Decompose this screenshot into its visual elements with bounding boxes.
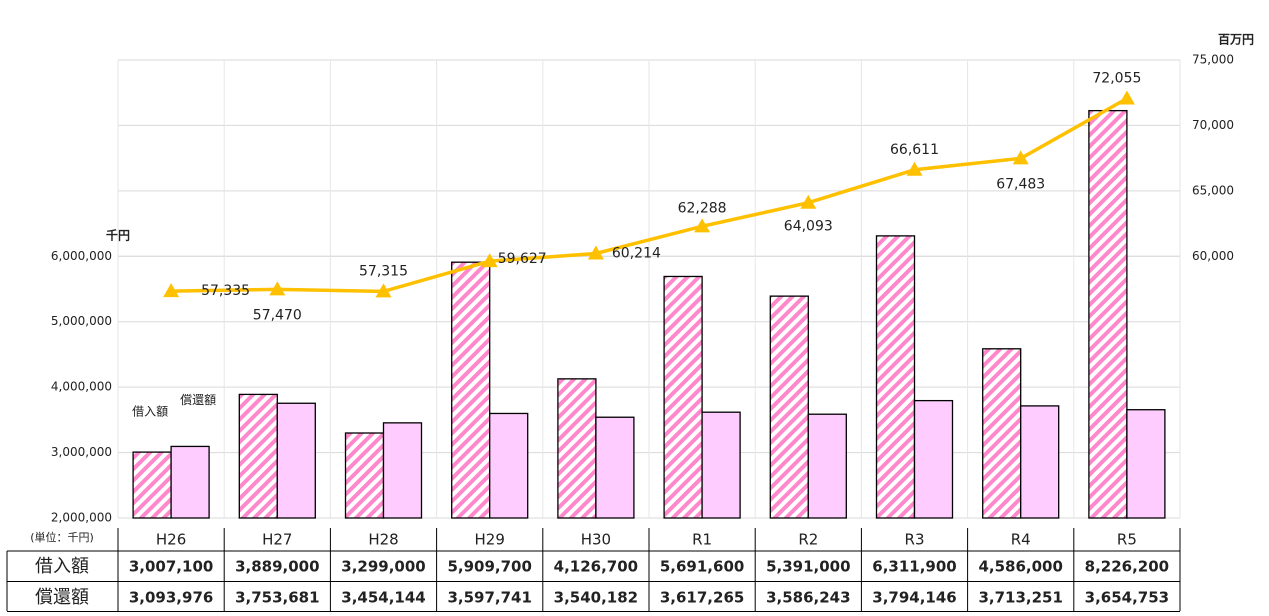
x-tick-label: H30 (581, 531, 611, 549)
bar (132, 451, 172, 519)
table-cell: 5,909,700 (447, 558, 531, 576)
x-tick-label: R2 (798, 531, 818, 549)
bar (913, 399, 954, 519)
x-tick-label: R3 (905, 531, 925, 549)
line-marker (694, 218, 711, 233)
table-cell: 3,889,000 (235, 558, 319, 576)
bar (489, 412, 529, 519)
table-cell: 3,586,243 (766, 589, 850, 607)
y2-unit: 百万円 (1218, 33, 1254, 47)
row-label: 償還額 (35, 587, 89, 608)
bar (344, 432, 385, 519)
bar (769, 295, 809, 519)
x-tick-label: H29 (475, 531, 505, 549)
table-cell: 5,391,000 (766, 558, 850, 576)
table-cell: 3,540,182 (554, 589, 638, 607)
table-cell: 8,226,200 (1085, 558, 1169, 576)
x-tick-label: R4 (1011, 531, 1031, 549)
x-tick-label: R1 (692, 531, 712, 549)
table-cell: 3,597,741 (447, 589, 531, 607)
data-label: 59,627 (498, 251, 547, 267)
y-tick-label: 5,000,000 (51, 314, 112, 328)
data-label: 72,055 (1092, 71, 1141, 87)
bar (701, 411, 741, 519)
data-label: 57,470 (253, 307, 302, 323)
bar (238, 393, 278, 519)
line-marker (1012, 150, 1029, 165)
table-cell: 3,617,265 (660, 589, 744, 607)
line-marker (587, 245, 604, 260)
line (171, 97, 1128, 294)
y-tick-label: 3,000,000 (51, 445, 112, 459)
bar (382, 422, 423, 519)
x-tick-label: H27 (262, 531, 292, 549)
x-tick-label: H26 (156, 531, 186, 549)
bar (1088, 109, 1128, 519)
table-cell: 3,654,753 (1085, 589, 1169, 607)
data-label: 67,483 (996, 176, 1045, 192)
line-marker (1118, 90, 1135, 105)
y-tick-label: 6,000,000 (51, 249, 112, 263)
bar (451, 261, 491, 519)
x-tick-label: R5 (1117, 531, 1137, 549)
data-label: 64,093 (784, 219, 833, 235)
line-marker (375, 283, 392, 298)
y-tick-label: 2,000,000 (51, 511, 112, 525)
series-label: 借入額 (132, 405, 168, 419)
bar (663, 275, 703, 519)
y2-tick-label: 75,000 (1192, 53, 1234, 67)
bar (276, 402, 316, 519)
y2-tick-label: 60,000 (1192, 249, 1234, 263)
row-label: 借入額 (35, 556, 89, 577)
y2-tick-label: 70,000 (1192, 118, 1234, 132)
bar (875, 235, 916, 519)
table-cell: 3,093,976 (129, 589, 213, 607)
series-label: 償還額 (180, 393, 216, 407)
data-label: 60,214 (612, 245, 661, 261)
table-cell: 3,007,100 (129, 558, 213, 576)
table-cell: 3,794,146 (872, 589, 956, 607)
table-cell: 4,586,000 (978, 558, 1062, 576)
data-label: 57,315 (359, 263, 408, 279)
data-label: 66,611 (890, 142, 939, 158)
line-marker (800, 194, 817, 209)
line-marker (163, 283, 180, 298)
table-note: (単位：千円) (30, 530, 94, 544)
table-cell: 3,454,144 (341, 589, 425, 607)
x-tick-label: H28 (368, 531, 398, 549)
table-cell: 4,126,700 (554, 558, 638, 576)
table-cell: 3,713,251 (978, 589, 1062, 607)
y2-tick-label: 65,000 (1192, 183, 1234, 197)
table-cell: 3,753,681 (235, 589, 319, 607)
bar (595, 416, 635, 519)
bar (982, 348, 1022, 519)
line-marker (269, 281, 286, 296)
data-label: 62,288 (678, 200, 727, 216)
bar (170, 445, 210, 519)
line-marker (906, 161, 923, 176)
bar (807, 413, 847, 519)
data-label: 57,335 (201, 283, 250, 299)
table-cell: 3,299,000 (341, 558, 425, 576)
bar (557, 378, 597, 519)
bar (1020, 405, 1060, 519)
bar (1126, 409, 1166, 519)
table-cell: 6,311,900 (872, 558, 956, 576)
line-marker (481, 253, 498, 268)
y-tick-label: 4,000,000 (51, 380, 112, 394)
table-cell: 5,691,600 (660, 558, 744, 576)
